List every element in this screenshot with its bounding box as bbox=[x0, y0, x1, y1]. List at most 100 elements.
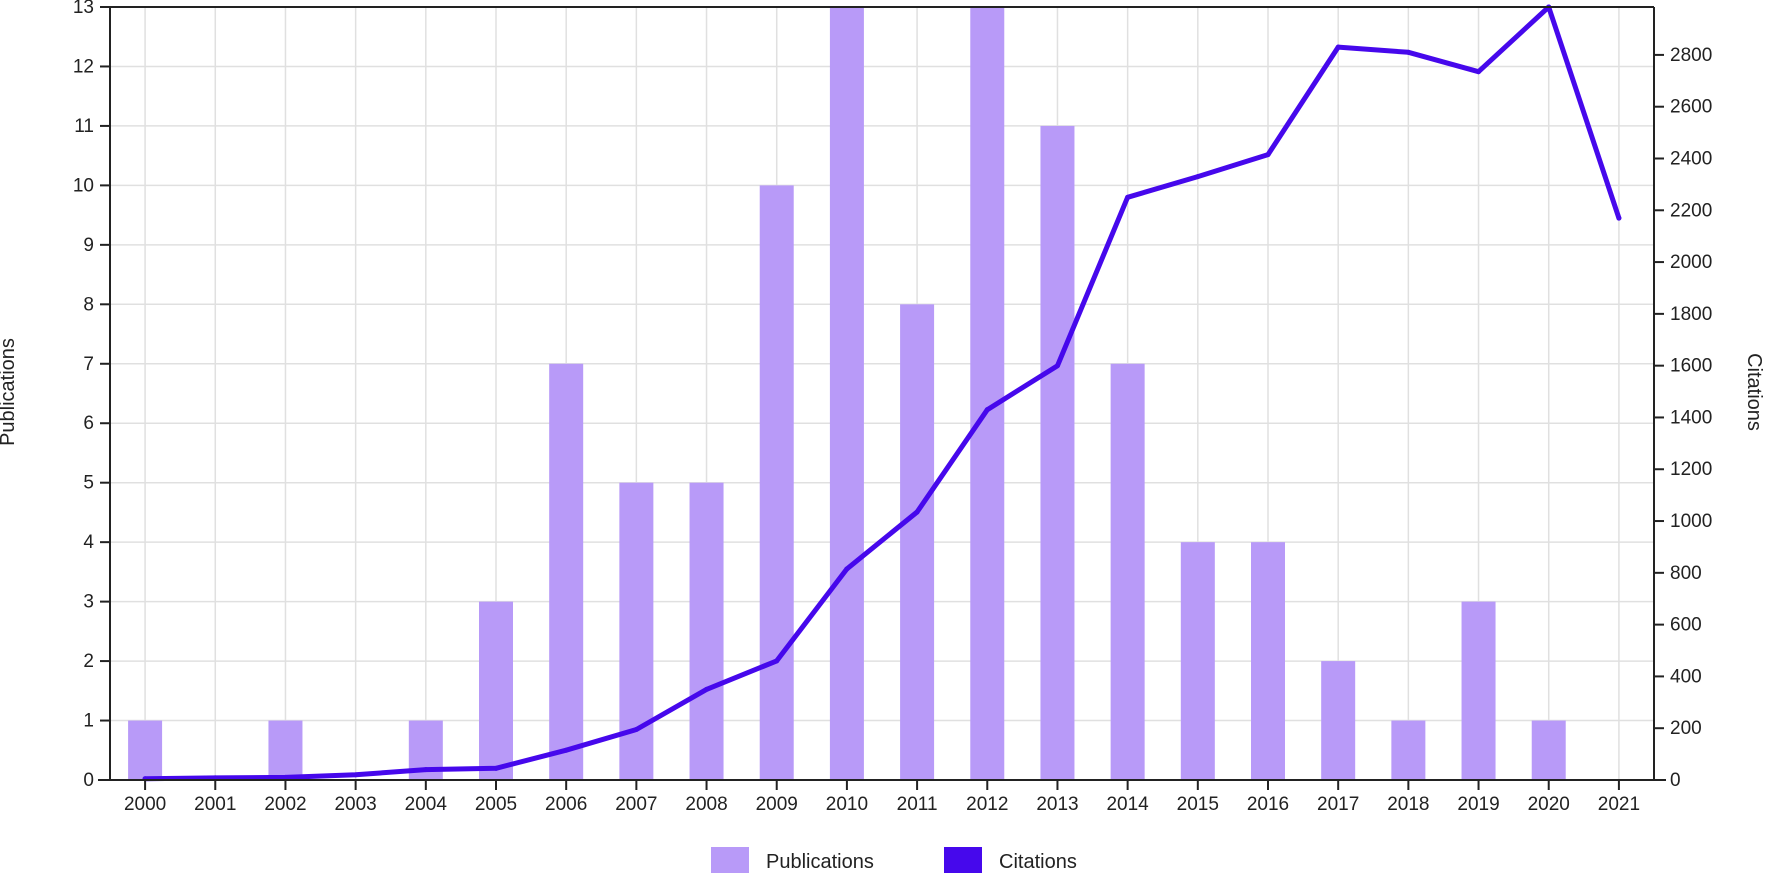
citations-point-2005 bbox=[493, 765, 499, 771]
left-tick-label: 8 bbox=[83, 294, 94, 315]
right-tick-label: 2400 bbox=[1670, 148, 1712, 169]
x-tick-label-2012: 2012 bbox=[966, 794, 1008, 815]
right-tick-label: 600 bbox=[1670, 615, 1702, 636]
bar-publications-2014 bbox=[1110, 363, 1145, 780]
left-tick-label: 0 bbox=[83, 770, 94, 791]
right-tick-label: 2000 bbox=[1670, 252, 1712, 273]
citations-point-2010 bbox=[844, 566, 850, 572]
citations-point-2016 bbox=[1265, 152, 1271, 158]
x-tick-label-2017: 2017 bbox=[1317, 794, 1359, 815]
citations-point-2017 bbox=[1335, 44, 1341, 50]
x-tick-label-2011: 2011 bbox=[897, 794, 938, 815]
citations-point-2002 bbox=[282, 774, 288, 780]
citations-point-2018 bbox=[1405, 49, 1411, 55]
x-tick-label-2004: 2004 bbox=[405, 794, 448, 815]
citations-point-2004 bbox=[423, 767, 429, 773]
left-tick-label: 11 bbox=[74, 116, 94, 137]
bar-publications-2016 bbox=[1251, 542, 1285, 780]
citations-line bbox=[142, 4, 1622, 782]
right-tick-label: 2600 bbox=[1670, 97, 1712, 118]
left-tick-label: 1 bbox=[83, 711, 94, 732]
bar-publications-2020 bbox=[1531, 720, 1566, 780]
bar-publications-2010 bbox=[829, 7, 864, 780]
citations-point-2011 bbox=[914, 509, 920, 515]
x-tick-label-2010: 2010 bbox=[826, 794, 868, 815]
right-tick-label: 1400 bbox=[1670, 407, 1712, 428]
citations-point-2009 bbox=[774, 658, 780, 664]
bar-publications-2005 bbox=[479, 601, 513, 780]
bar-publications-2012 bbox=[970, 7, 1005, 780]
right-tick-label: 2800 bbox=[1670, 45, 1712, 66]
citations-point-2014 bbox=[1125, 194, 1131, 200]
citations-point-2012 bbox=[984, 407, 990, 413]
grid-lines bbox=[110, 6, 1654, 781]
left-tick-label: 10 bbox=[73, 175, 94, 196]
legend-swatch-publications bbox=[711, 847, 749, 873]
legend-label-citations: Citations bbox=[999, 851, 1077, 873]
bar-publications-2019 bbox=[1461, 601, 1496, 780]
legend-swatch-citations bbox=[944, 847, 982, 873]
bar-publications-2009 bbox=[759, 185, 794, 780]
bar-publications-2013 bbox=[1040, 125, 1075, 780]
right-tick-label: 2200 bbox=[1670, 200, 1712, 221]
x-tick-label-2015: 2015 bbox=[1177, 794, 1219, 815]
left-tick-label: 7 bbox=[83, 354, 94, 375]
right-tick-label: 200 bbox=[1670, 718, 1702, 739]
citations-point-2013 bbox=[1054, 363, 1060, 369]
x-tick-label-2016: 2016 bbox=[1247, 794, 1289, 815]
x-tick-label-2020: 2020 bbox=[1528, 794, 1570, 815]
citations-point-2003 bbox=[353, 772, 359, 778]
x-tick-label-2006: 2006 bbox=[545, 794, 587, 815]
axes: 0123456789101112130200400600800100012001… bbox=[73, 0, 1712, 815]
left-axis-title: Publications bbox=[0, 338, 19, 446]
publications-bars bbox=[128, 7, 1566, 780]
x-tick-label-2005: 2005 bbox=[475, 794, 517, 815]
x-tick-label-2003: 2003 bbox=[334, 794, 376, 815]
left-tick-label: 12 bbox=[73, 56, 94, 77]
left-tick-label: 3 bbox=[83, 592, 94, 613]
right-tick-label: 1200 bbox=[1670, 459, 1712, 480]
left-tick-label: 2 bbox=[83, 651, 94, 672]
x-tick-label-2000: 2000 bbox=[124, 794, 166, 815]
bar-publications-2015 bbox=[1180, 542, 1215, 780]
bar-publications-2018 bbox=[1391, 720, 1426, 780]
x-tick-label-2019: 2019 bbox=[1457, 794, 1499, 815]
bar-publications-2011 bbox=[900, 304, 935, 780]
left-tick-label: 9 bbox=[83, 235, 94, 256]
x-tick-label-2013: 2013 bbox=[1036, 794, 1078, 815]
left-tick-label: 6 bbox=[83, 413, 94, 434]
legend-label-publications: Publications bbox=[766, 851, 874, 873]
right-tick-label: 0 bbox=[1670, 770, 1681, 791]
x-tick-label-2021: 2021 bbox=[1598, 794, 1640, 815]
right-tick-label: 1600 bbox=[1670, 356, 1712, 377]
left-tick-label: 13 bbox=[73, 0, 94, 18]
right-tick-label: 1000 bbox=[1670, 511, 1712, 532]
left-tick-label: 4 bbox=[83, 532, 94, 553]
bar-publications-2006 bbox=[549, 363, 584, 780]
citations-point-2006 bbox=[563, 747, 569, 753]
x-tick-label-2009: 2009 bbox=[756, 794, 798, 815]
bar-publications-2000 bbox=[128, 720, 163, 780]
x-tick-label-2002: 2002 bbox=[264, 794, 306, 815]
right-tick-label: 800 bbox=[1670, 563, 1702, 584]
legend: Publications Citations bbox=[711, 847, 1077, 873]
x-tick-label-2018: 2018 bbox=[1387, 794, 1429, 815]
bar-publications-2017 bbox=[1321, 661, 1356, 780]
x-tick-label-2008: 2008 bbox=[685, 794, 727, 815]
citations-point-2021 bbox=[1616, 215, 1622, 221]
bar-publications-2002 bbox=[268, 720, 303, 780]
right-axis-title: Citations bbox=[1743, 353, 1765, 431]
citations-point-2008 bbox=[704, 686, 710, 692]
x-tick-label-2007: 2007 bbox=[615, 794, 657, 815]
left-tick-label: 5 bbox=[83, 473, 94, 494]
bar-publications-2008 bbox=[689, 482, 724, 780]
x-tick-label-2014: 2014 bbox=[1106, 794, 1149, 815]
citations-point-2015 bbox=[1195, 174, 1201, 180]
citations-line-group bbox=[142, 4, 1622, 782]
right-tick-label: 400 bbox=[1670, 666, 1702, 687]
citations-point-2019 bbox=[1476, 69, 1482, 75]
x-tick-label-2001: 2001 bbox=[194, 794, 236, 815]
citations-point-2007 bbox=[633, 727, 639, 733]
